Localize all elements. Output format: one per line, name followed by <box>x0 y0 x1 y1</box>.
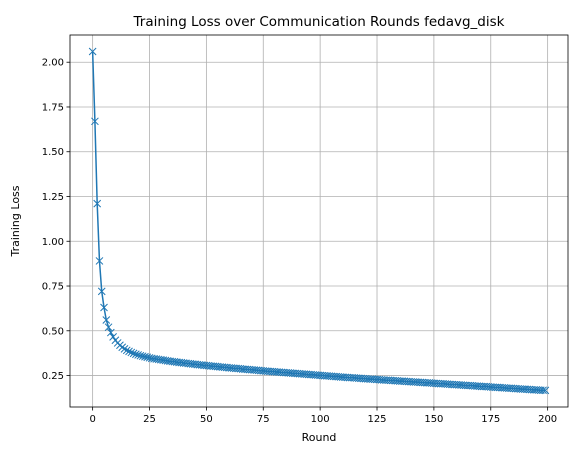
data-point-marker <box>143 353 152 362</box>
plot-frame <box>69 34 569 408</box>
data-point-marker <box>120 345 129 353</box>
x-tick-label: 200 <box>538 414 557 425</box>
x-tick-label: 75 <box>257 414 270 425</box>
x-tick-label: 100 <box>311 414 330 425</box>
y-axis-label: Training Loss <box>9 185 22 257</box>
data-point-marker <box>125 347 133 356</box>
y-tick-label: 1.50 <box>42 147 64 158</box>
y-tick-label: 0.75 <box>42 282 64 293</box>
x-tick-label: 0 <box>89 414 95 425</box>
x-tick-label: 125 <box>367 414 386 425</box>
data-point-marker <box>100 303 108 312</box>
y-tick-label: 1.75 <box>42 102 64 113</box>
data-point-marker <box>127 348 136 357</box>
data-point-marker <box>104 323 113 332</box>
y-axis-ticks: 0.25 0.50 0.75 1.00 1.25 1.50 1.75 2.00 <box>42 58 70 382</box>
data-point-marker <box>134 351 142 359</box>
data-point-marker <box>136 351 145 360</box>
data-point-marker <box>109 333 117 341</box>
data-point-marker <box>138 352 147 361</box>
data-point-marker <box>141 352 149 361</box>
y-tick-label: 0.25 <box>42 371 64 382</box>
data-point-marker <box>541 386 550 395</box>
data-point-marker <box>129 349 138 358</box>
data-point-marker <box>102 316 111 324</box>
series-layer <box>88 47 550 395</box>
x-tick-label: 175 <box>481 414 500 425</box>
y-tick-label: 2.00 <box>42 58 64 69</box>
y-tick-label: 0.50 <box>42 326 64 337</box>
x-axis-label: Round <box>302 431 337 444</box>
data-point-marker <box>95 257 104 265</box>
data-point-marker <box>106 328 115 337</box>
y-tick-label: 1.25 <box>42 192 64 203</box>
data-point-marker <box>93 199 102 208</box>
data-point-marker <box>88 47 97 56</box>
x-tick-label: 150 <box>424 414 443 425</box>
data-point-marker <box>132 350 140 359</box>
data-point-marker <box>145 353 154 362</box>
y-tick-label: 1.00 <box>42 237 64 248</box>
x-axis-ticks: 0 25 50 75 100 125 150 175 200 <box>89 407 557 425</box>
data-point-marker <box>97 287 106 296</box>
chart-title: Training Loss over Communication Rounds … <box>133 14 505 30</box>
data-point-marker <box>91 117 99 126</box>
x-tick-label: 50 <box>200 414 213 425</box>
x-tick-label: 25 <box>143 414 156 425</box>
data-point-marker <box>122 346 131 355</box>
data-point-marker <box>539 386 547 395</box>
